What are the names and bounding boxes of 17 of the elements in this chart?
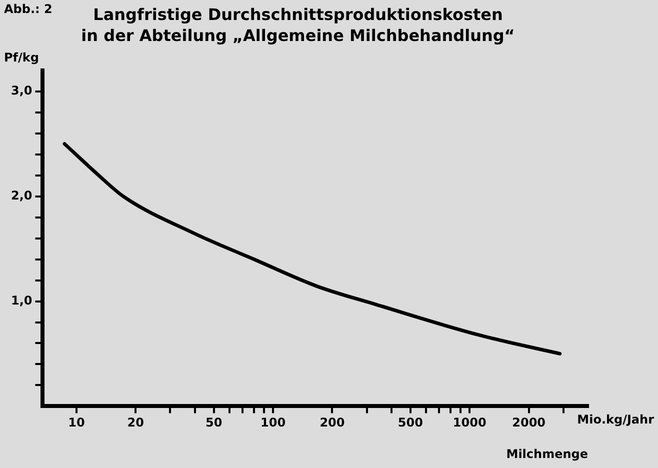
x-tick-label: 100 (260, 416, 286, 430)
text: Mio.kg/Jahr (577, 412, 654, 426)
x-axis-title: Milchmenge (506, 446, 588, 461)
x-tick-label: 10 (68, 416, 85, 430)
x-tick-label: 20 (127, 416, 144, 430)
x-tick-label: 1000 (452, 416, 486, 430)
text: Abb.: 2 (4, 2, 52, 16)
chart-title: Langfristige Durchschnittsproduktionskosten (93, 4, 503, 24)
y-tick-label: 3,0 (10, 84, 32, 98)
y-tick-label: 2,0 (10, 188, 32, 202)
x-tick-label: 2000 (512, 416, 546, 430)
x-tick-label: 200 (320, 416, 345, 430)
y-tick-label: 1,0 (10, 293, 32, 308)
chart-subtitle: in der Abteilung „Allgemeine Milchbehandlung“ (81, 26, 515, 45)
x-tick-label: 500 (398, 416, 423, 430)
y-axis-title: Pf/kg (4, 50, 39, 65)
x-tick-label: 50 (206, 416, 222, 430)
